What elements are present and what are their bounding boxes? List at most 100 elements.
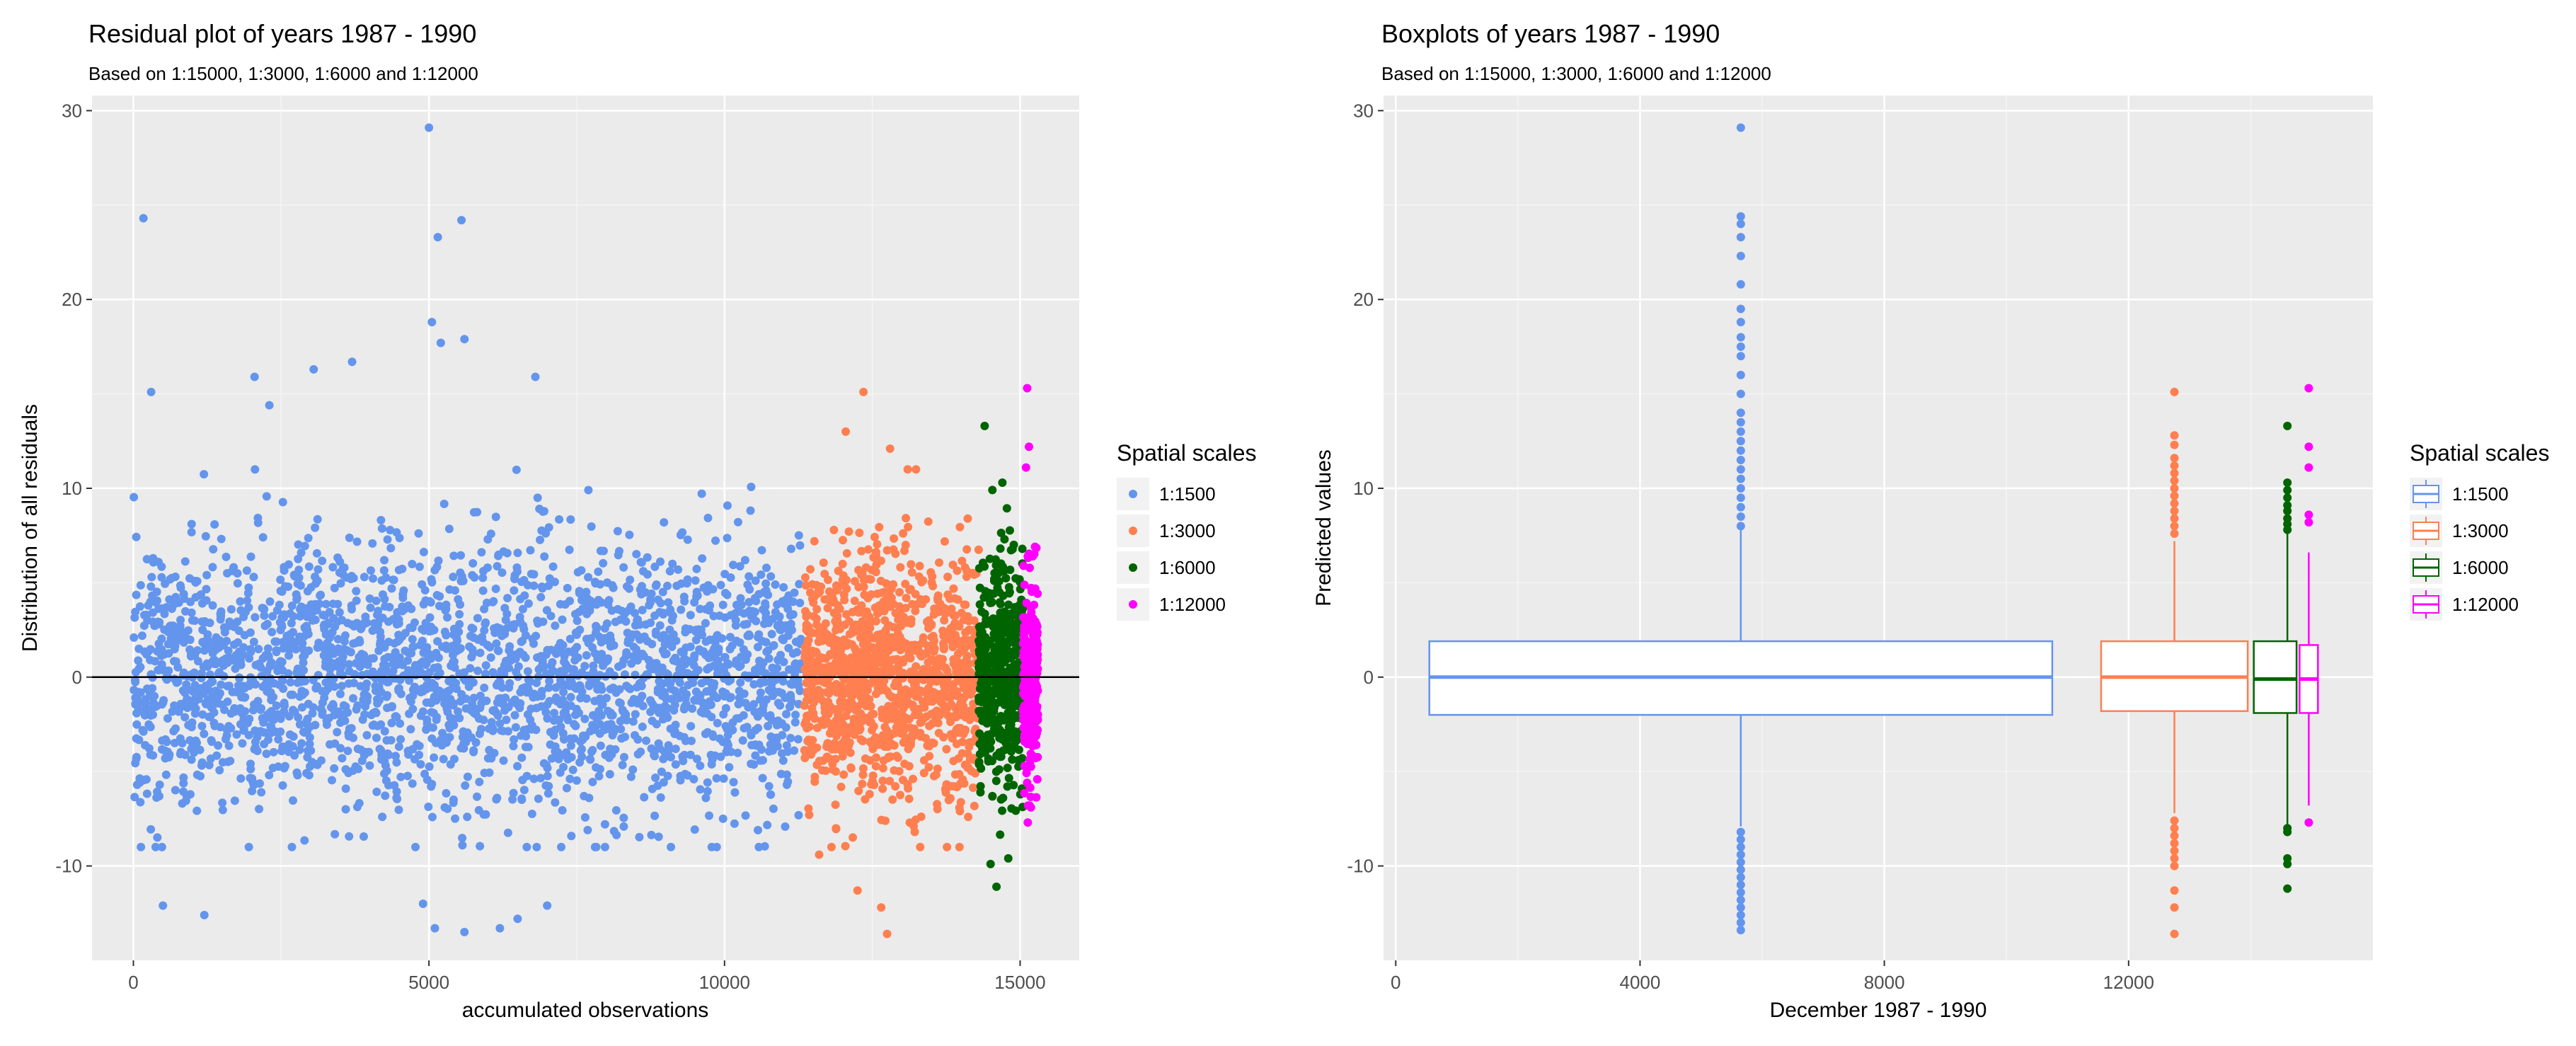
data-point — [201, 699, 210, 708]
data-point — [425, 762, 434, 771]
data-point — [977, 764, 986, 773]
data-point — [219, 659, 229, 668]
data-point — [820, 569, 829, 578]
data-point — [304, 534, 313, 543]
data-point — [477, 699, 486, 708]
data-point — [740, 556, 749, 565]
data-point — [277, 747, 287, 756]
data-point — [937, 659, 946, 668]
data-point — [976, 782, 985, 791]
data-point — [295, 692, 304, 701]
data-point — [871, 548, 880, 557]
box-1:3000 — [2100, 387, 2249, 938]
data-point — [466, 664, 475, 673]
data-point — [1019, 689, 1028, 699]
data-point — [336, 579, 345, 588]
data-point — [696, 761, 705, 771]
data-point — [556, 638, 565, 648]
data-point — [599, 558, 608, 568]
data-point — [960, 600, 969, 609]
data-point — [605, 667, 614, 676]
data-point — [504, 703, 513, 712]
data-point — [380, 727, 389, 736]
data-point — [869, 669, 878, 678]
data-point — [546, 728, 555, 737]
data-point — [393, 608, 402, 617]
data-point — [158, 736, 167, 745]
data-point — [469, 747, 478, 757]
data-point — [188, 687, 197, 696]
data-point — [873, 539, 882, 548]
data-point — [771, 580, 780, 589]
data-point — [153, 833, 162, 842]
data-point — [838, 752, 847, 761]
data-point — [195, 745, 205, 754]
data-point — [381, 791, 390, 800]
data-point — [260, 611, 269, 620]
data-point — [1028, 716, 1037, 725]
data-point — [231, 687, 241, 696]
data-point — [800, 665, 810, 674]
data-point — [594, 771, 604, 781]
data-point — [749, 679, 759, 689]
data-point — [134, 656, 143, 665]
data-point — [903, 465, 912, 474]
data-point — [335, 608, 344, 617]
outlier-point — [986, 859, 995, 868]
data-point — [689, 678, 698, 687]
data-point — [1025, 704, 1035, 713]
outlier-point — [1736, 418, 1745, 427]
data-point — [894, 608, 903, 617]
data-point — [858, 764, 868, 773]
legend-label: 1:12000 — [1159, 594, 1226, 615]
data-point — [689, 774, 698, 783]
data-point — [483, 754, 493, 763]
data-point — [410, 754, 419, 764]
data-point — [678, 528, 687, 537]
data-point — [197, 617, 207, 626]
data-point — [259, 604, 268, 613]
data-point — [215, 636, 224, 645]
data-point — [224, 655, 234, 664]
legend-marker — [1129, 490, 1137, 498]
outlier-point — [2283, 500, 2292, 510]
data-point — [509, 788, 518, 798]
data-point — [838, 559, 847, 568]
data-point — [890, 741, 899, 750]
data-point — [481, 661, 490, 670]
data-point — [170, 738, 179, 747]
boxplot-x-label: December 1987 - 1990 — [1770, 999, 1987, 1022]
data-point — [1009, 781, 1018, 790]
data-point — [703, 778, 712, 787]
data-point — [726, 573, 735, 582]
data-point — [516, 699, 525, 708]
data-point — [465, 642, 474, 651]
data-point — [894, 634, 903, 643]
data-point — [868, 771, 878, 780]
data-point — [344, 679, 353, 688]
data-point — [392, 758, 401, 767]
data-point — [374, 646, 384, 655]
data-point — [803, 724, 812, 733]
data-point — [289, 732, 298, 741]
data-point — [534, 794, 543, 803]
data-point — [1029, 696, 1038, 706]
data-point — [430, 753, 439, 762]
data-point — [1023, 778, 1032, 788]
data-point — [306, 582, 316, 592]
data-point — [495, 719, 505, 728]
data-point — [899, 718, 908, 728]
data-point — [356, 624, 365, 633]
data-point — [698, 554, 707, 563]
data-point — [341, 805, 350, 814]
data-point — [1004, 698, 1013, 707]
data-point — [985, 733, 994, 742]
data-point — [561, 660, 570, 669]
data-point — [433, 637, 442, 646]
data-point — [890, 534, 899, 543]
data-point — [403, 771, 413, 781]
data-point — [505, 642, 514, 651]
data-point — [490, 623, 499, 633]
data-point — [985, 655, 994, 665]
